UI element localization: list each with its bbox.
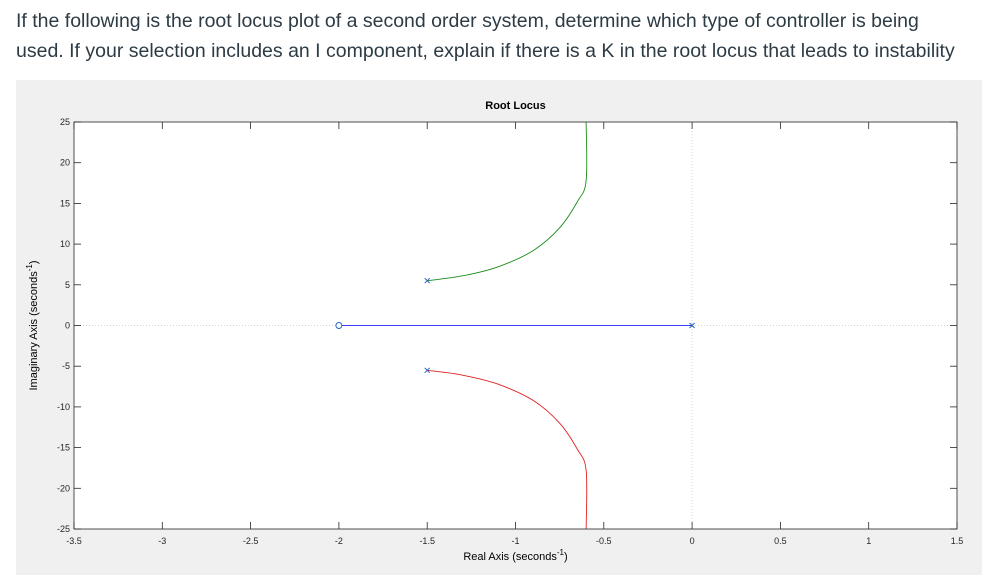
x-tick-label: 0 [690,536,695,546]
pole-marker [424,367,431,374]
pole-marker-stroke [689,322,695,329]
y-tick-label: -20 [57,483,70,493]
x-axis-label-close: ) [564,551,568,563]
x-tick-label: -2.5 [243,536,259,546]
y-tick-label: -25 [57,524,70,534]
x-axis-label: Real Axis (seconds-1) [463,548,567,563]
x-tick-label: 0.5 [774,536,787,546]
x-tick-label: -0.5 [596,536,612,546]
question-line-1: If the following is the root locus plot … [16,10,919,32]
y-axis-label: Imaginary Axis (seconds-1) [25,260,40,390]
pole-marker [424,277,431,284]
locus-branch-2 [427,121,588,282]
y-tick-label: 15 [60,198,70,208]
y-tick-label: 10 [60,239,70,249]
x-axis-label-sup: -1 [557,548,565,557]
y-tick-label: -10 [57,402,70,412]
locus-branch-3 [427,369,588,530]
y-axis-label-text: Imaginary Axis (seconds [28,271,40,391]
x-tick-label: -2 [335,536,343,546]
pole-marker-stroke [424,277,431,284]
y-axis-label-sup: -1 [25,264,34,272]
y-tick-label: -15 [57,443,70,453]
y-tick-label: 5 [65,280,70,290]
x-tick-label: 1.5 [951,536,964,546]
chart-title: Root Locus [485,100,546,112]
pole-marker-stroke [424,367,431,374]
root-locus-chart: -3.5 -3 -2.5 -2 -1.5 -1 -0.5 0 0.5 1 1.5-25-20-15-… [25,100,964,563]
y-tick-label: -5 [62,361,70,371]
x-tick-label: -1.5 [419,536,435,546]
x-tick-label: -3 [158,536,166,546]
x-axis-label-text: Real Axis (seconds [463,551,557,563]
x-tick-label: 1 [866,536,871,546]
question-text: If the following is the root locus plot … [16,6,981,66]
y-tick-label: 0 [65,321,70,331]
y-tick-label: 20 [60,158,70,168]
y-axis-label-close: ) [28,260,40,264]
root-locus-figure: -3.5 -3 -2.5 -2 -1.5 -1 -0.5 0 0.5 1 1.5 -25 -20 -15-… [16,80,982,575]
question-line-2: used. If your selection includes an I co… [16,40,955,62]
y-tick-label: 25 [60,117,70,127]
pole-marker [689,322,695,329]
zero-marker [335,322,343,329]
x-tick-label: -3.5 [66,536,82,546]
x-tick-label: -1 [511,536,519,546]
